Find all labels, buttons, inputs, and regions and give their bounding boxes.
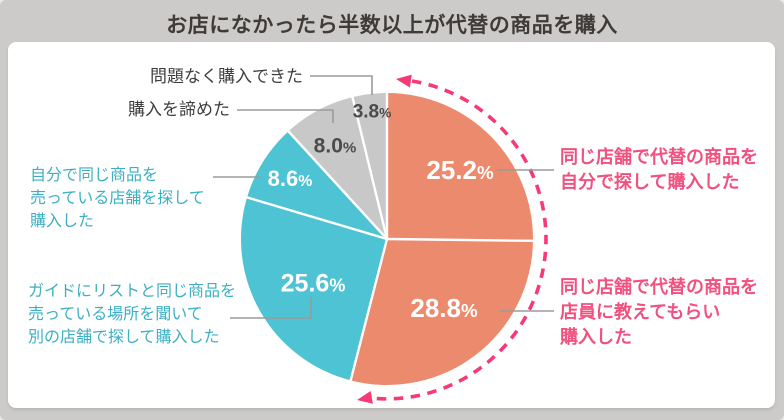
callout-no-problem: 問題なく購入できた <box>150 67 303 86</box>
slice-divider <box>386 237 535 243</box>
pie-chart <box>213 74 554 404</box>
arrowhead-bottom-icon <box>357 390 373 404</box>
callout-connector <box>230 297 312 319</box>
callout-guide-other-store: ガイドにリストと同じ商品を 売っている場所を聞いて 別の店舗で探して購入した <box>28 283 237 346</box>
slice-value-label-8-6: 8.6% <box>267 166 313 191</box>
callout-connector-lines <box>213 75 554 319</box>
slice-dividers <box>245 92 535 382</box>
callout-connector <box>310 75 373 95</box>
dashed-arc <box>370 79 548 401</box>
slice-value-label-25-2: 25.2% <box>426 155 494 185</box>
slice-value-label-8-0: 8.0% <box>313 134 357 158</box>
slice-value-label-3-8: 3.8% <box>352 101 392 123</box>
pie-slice <box>241 197 387 381</box>
callout-gave-up: 購入を諦めた <box>128 100 230 119</box>
pie-slice <box>350 239 533 385</box>
pie-slice <box>387 93 534 241</box>
slice-divider <box>351 95 389 240</box>
pie-slice <box>247 131 387 239</box>
arrowhead-top-icon <box>396 74 412 88</box>
chart-card: 25.2% 28.8% 25.6% 8.6% 8.0% 3.8% 問題なく購入で… <box>8 42 775 408</box>
pie-slice <box>288 97 387 239</box>
callout-self-alt-purchase: 同じ店舗で代替の商品を 自分で探して購入した <box>560 147 758 192</box>
slice-value-label-25-6: 25.6% <box>280 269 346 298</box>
slice-divider <box>349 238 389 382</box>
callout-self-other-store: 自分で同じ商品を 売っている店舗を探して 購入した <box>30 167 205 230</box>
slice-value-label-28-8: 28.8% <box>410 293 478 323</box>
pie-slices <box>241 93 534 385</box>
slice-divider <box>245 195 388 241</box>
slice-divider <box>286 129 388 240</box>
chart-title: お店になかったら半数以上が代替の商品を購入 <box>166 14 618 37</box>
callout-connector <box>237 109 334 123</box>
majority-arrow-arc <box>357 74 548 404</box>
callout-staff-alt-purchase: 同じ店舗で代替の商品を 店員に教えてもらい 購入した <box>560 277 758 347</box>
